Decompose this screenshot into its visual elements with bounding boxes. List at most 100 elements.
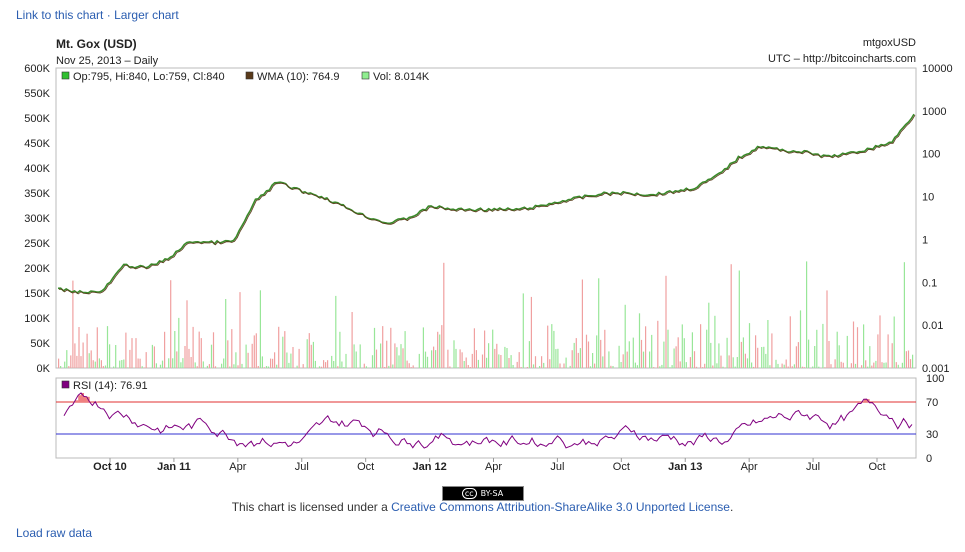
volume-bar	[685, 362, 687, 368]
left-axis-tick: 200K	[24, 263, 50, 275]
volume-bar	[738, 270, 740, 368]
volume-bar	[828, 341, 830, 368]
volume-bar	[512, 365, 514, 368]
volume-bar	[579, 348, 581, 368]
volume-bar	[492, 329, 494, 368]
volume-bar	[143, 367, 145, 368]
volume-bar	[106, 326, 109, 368]
volume-bar	[718, 343, 720, 368]
volume-bar	[410, 367, 412, 368]
volume-bar	[651, 334, 653, 368]
volume-bar	[310, 344, 312, 368]
volume-bar	[787, 366, 789, 368]
volume-bar	[153, 346, 155, 368]
volume-bar	[636, 365, 638, 368]
license-suffix: .	[729, 500, 734, 514]
volume-bar	[363, 363, 365, 368]
volume-bar	[182, 358, 184, 368]
volume-bar	[838, 345, 840, 368]
left-axis-tick: 50K	[30, 338, 50, 350]
volume-bar	[759, 367, 761, 368]
volume-bar	[129, 349, 131, 368]
volume-bar	[353, 344, 355, 368]
volume-bar	[494, 348, 496, 368]
volume-bar	[555, 349, 557, 368]
x-tick-label: Jul	[550, 461, 564, 473]
volume-bar	[386, 340, 388, 368]
volume-bar	[424, 351, 427, 368]
volume-bar	[443, 262, 445, 368]
volume-bar	[645, 326, 647, 368]
volume-bar	[728, 355, 730, 368]
cc-badge-text: BY-SA	[480, 489, 504, 498]
volume-bar	[565, 357, 567, 368]
volume-bar	[200, 338, 202, 368]
load-raw-data-link[interactable]: Load raw data	[16, 526, 93, 540]
volume-bar	[78, 327, 80, 368]
top-links: Link to this chart · Larger chart	[16, 8, 179, 22]
volume-bar	[581, 279, 583, 368]
volume-bar	[677, 337, 679, 368]
volume-bar	[693, 351, 696, 368]
volume-bar	[706, 329, 708, 368]
volume-bar	[253, 335, 255, 368]
rsi-tick: 70	[926, 397, 938, 409]
volume-bar	[767, 320, 769, 368]
volume-bar	[545, 367, 547, 368]
volume-bar	[803, 367, 806, 368]
volume-bar	[622, 354, 624, 368]
volume-bar	[192, 326, 194, 368]
link-to-chart[interactable]: Link to this chart	[16, 8, 104, 22]
right-axis-tick: 10	[922, 192, 934, 204]
volume-bar	[469, 367, 471, 368]
volume-bar	[600, 339, 602, 368]
volume-bar	[649, 351, 651, 368]
volume-bar	[402, 348, 404, 368]
larger-chart-link[interactable]: Larger chart	[114, 8, 179, 22]
volume-bar	[80, 356, 82, 368]
volume-bar	[626, 351, 628, 368]
rsi-tick: 30	[926, 429, 938, 441]
volume-bar	[390, 327, 392, 368]
volume-bar	[569, 365, 571, 368]
volume-bar	[457, 367, 459, 368]
volume-bar	[100, 360, 102, 368]
volume-bar	[378, 367, 380, 368]
volume-bar	[818, 366, 820, 368]
volume-bar	[60, 366, 62, 368]
volume-bar	[488, 343, 490, 368]
volume-bar	[661, 364, 663, 368]
left-axis-tick: 250K	[24, 238, 50, 250]
volume-bar	[475, 350, 477, 368]
volume-bar	[473, 328, 475, 368]
volume-bar	[763, 346, 765, 368]
volume-bar	[716, 363, 718, 368]
volume-bar	[131, 338, 133, 368]
volume-bar	[549, 359, 551, 368]
volume-bar	[799, 310, 802, 368]
chart-title: Mt. Gox (USD)	[56, 37, 137, 51]
left-axis-tick: 400K	[24, 163, 50, 175]
volume-bar	[172, 358, 174, 368]
x-tick-label: Jan 11	[157, 461, 191, 473]
volume-bar	[408, 363, 410, 368]
license-text: This chart is licensed under a Creative …	[0, 500, 965, 514]
volume-bar	[663, 341, 665, 368]
volume-bar	[184, 346, 186, 368]
legend-swatch	[61, 71, 70, 80]
cc-by-sa-badge[interactable]: cc BY-SA	[441, 486, 524, 501]
volume-bar	[68, 366, 70, 368]
license-link[interactable]: Creative Commons Attribution-ShareAlike …	[391, 500, 730, 514]
volume-bar	[812, 366, 814, 368]
volume-bar	[396, 347, 398, 368]
volume-bar	[426, 356, 429, 368]
volume-bar	[214, 366, 217, 368]
volume-bar	[903, 262, 905, 368]
x-tick-label: Apr	[485, 461, 502, 473]
volume-bar	[854, 363, 857, 368]
volume-bar	[520, 367, 522, 368]
volume-bar	[594, 363, 596, 368]
volume-bar	[777, 363, 779, 368]
volume-bar	[689, 357, 691, 368]
chart-subtitle: Nov 25, 2013 – Daily	[56, 55, 159, 67]
